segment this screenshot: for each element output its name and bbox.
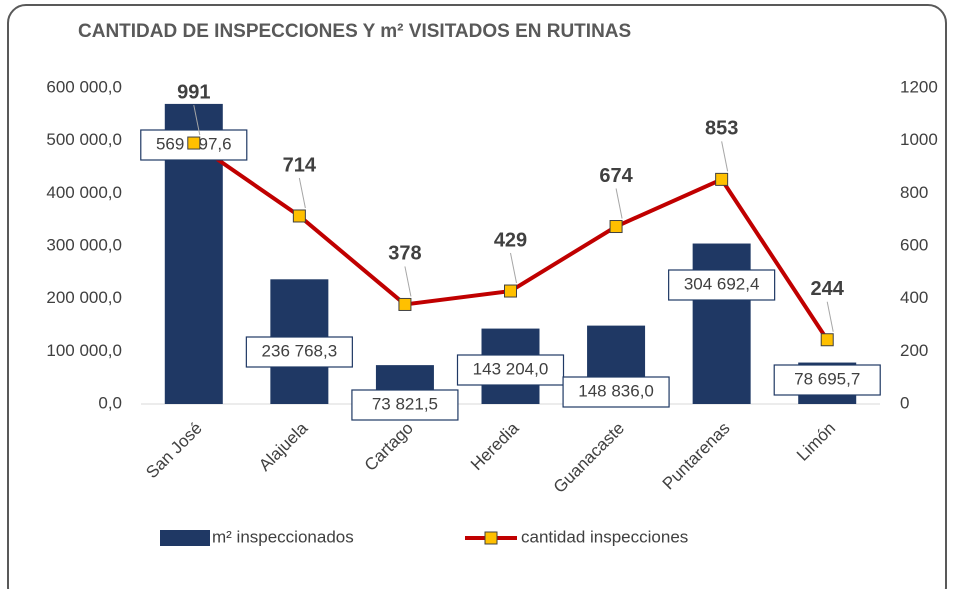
marker [398,297,412,311]
data-label: 429 [494,229,527,251]
y2-tick-label: 800 [900,183,928,202]
legend-label: cantidad inspecciones [521,527,688,546]
y-tick-label: 0,0 [98,393,122,412]
data-label-box [562,376,670,408]
leader-line [721,141,729,172]
y2-tick-label: 600 [900,235,928,254]
leader-line [298,177,306,209]
legend-label: m² inspeccionados [212,527,354,546]
y-tick-label: 300 000,0 [46,235,122,254]
leader-line [193,104,201,136]
data-label: 714 [283,154,317,176]
legend-marker [484,531,498,545]
leader-line [510,252,517,284]
leader-line [826,301,834,332]
data-label-box [351,389,459,421]
data-label-box [456,354,565,386]
marker [820,333,834,347]
data-label: 853 [705,118,738,140]
marker [609,220,623,234]
y-tick-label: 200 000,0 [46,288,122,307]
y-tick-label: 500 000,0 [46,130,122,149]
marker [292,209,306,223]
y-tick-label: 400 000,0 [46,183,122,202]
legend-swatch [160,530,210,546]
marker [504,284,517,298]
y2-tick-label: 400 [900,288,928,307]
data-label: 78 695,7 [794,369,860,388]
data-label-box [773,364,881,396]
y2-tick-label: 0 [900,393,909,412]
y-tick-label: 600 000,0 [46,77,122,96]
data-label: 236 768,3 [262,341,338,360]
leader-line [615,188,623,219]
y2-tick-label: 1200 [900,77,938,96]
leader-line [404,266,412,297]
data-label: 304 692,4 [684,274,760,293]
marker [715,172,729,186]
y-tick-label: 100 000,0 [46,341,122,360]
data-label: 143 204,0 [473,359,549,378]
data-label: 148 836,0 [578,381,654,400]
marker [187,136,201,150]
y2-tick-label: 1000 [900,130,938,149]
data-label: 73 821,5 [372,394,438,413]
data-label: 244 [811,278,845,300]
y2-tick-label: 200 [900,341,928,360]
chart-title: CANTIDAD DE INSPECCIONES Y m² VISITADOS … [78,21,631,42]
bar [692,243,751,404]
data-label-box [245,336,353,368]
data-label: 991 [177,81,210,103]
data-label-box [668,269,776,301]
data-label: 378 [388,243,421,265]
data-label: 674 [599,165,633,187]
